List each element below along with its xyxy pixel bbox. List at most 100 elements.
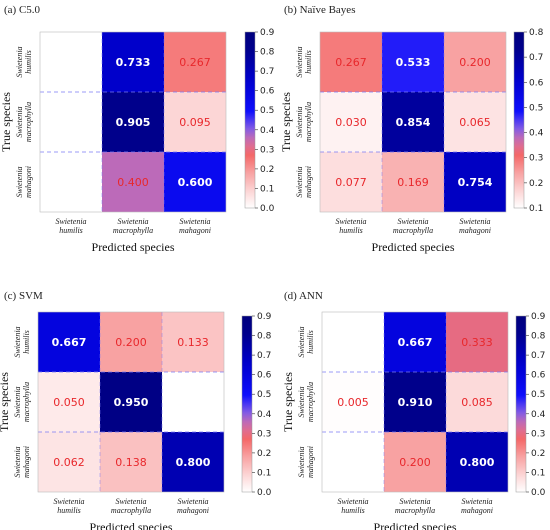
- heatmap-cell: [384, 432, 446, 492]
- colorbar-tick-label: 0.1: [531, 468, 545, 478]
- cell-value-label: 0.800: [176, 456, 211, 469]
- heatmap-cell: [102, 152, 164, 212]
- x-tick-label: Swietenia macrophylla: [111, 497, 151, 515]
- x-axis-label: Predicted species: [372, 240, 455, 254]
- heatmap-cell: [444, 92, 506, 152]
- cell-value-label: 0.667: [398, 336, 433, 349]
- y-tick-label: Swieteniamahagoni: [297, 446, 315, 478]
- heatmap-cell: [382, 152, 444, 212]
- colorbar-tick-label: 0.6: [531, 371, 546, 381]
- heatmap-cell: [382, 32, 444, 92]
- cell-value-label: 0.733: [116, 56, 151, 69]
- y-tick-label: Swieteniamahagoni: [13, 446, 31, 478]
- heatmap-cell: [100, 312, 162, 372]
- colorbar-tick-label: 0.0: [531, 488, 546, 498]
- cell-value-label: 0.050: [53, 396, 85, 409]
- cell-value-label: 0.533: [396, 56, 431, 69]
- colorbar-tick-label: 0.7: [529, 53, 543, 63]
- heatmap-cell: [38, 372, 100, 432]
- y-tick-label: Swieteniahumilis: [13, 326, 31, 357]
- y-axis-label: True species: [0, 372, 11, 432]
- colorbar-tick-label: 0.2: [529, 179, 543, 189]
- colorbar-tick-label: 0.3: [529, 154, 543, 164]
- x-tick-label: Swietenia macrophylla: [393, 217, 433, 235]
- y-tick-label: Swieteniamahagoni: [15, 166, 33, 198]
- colorbar: [241, 315, 253, 493]
- colorbar-tick-label: 0.8: [529, 28, 544, 38]
- y-tick-label: Swieteniamahagoni: [295, 166, 313, 198]
- heatmap-cell: [444, 32, 506, 92]
- colorbar-tick-label: 0.4: [257, 410, 272, 420]
- heatmap-cell: [446, 432, 508, 492]
- colorbar-tick-label: 0.5: [260, 106, 274, 116]
- colorbar-tick-label: 0.5: [529, 103, 543, 113]
- heatmap-cell: [164, 152, 226, 212]
- colorbar-tick-label: 0.3: [531, 429, 545, 439]
- x-axis-label: Predicted species: [374, 520, 457, 530]
- colorbar-tick-label: 0.9: [257, 312, 272, 322]
- cell-value-label: 0.030: [335, 116, 367, 129]
- cell-value-label: 0.910: [398, 396, 433, 409]
- x-tick-label: Swietenia mahagoni: [177, 497, 209, 515]
- colorbar-tick-label: 0.8: [257, 332, 272, 342]
- colorbar-tick-label: 0.9: [531, 312, 546, 322]
- heatmap-cell: [162, 312, 224, 372]
- y-tick-label: Swieteniahumilis: [295, 46, 313, 77]
- heatmap-cell: [40, 152, 102, 212]
- cell-value-label: 0.138: [115, 456, 147, 469]
- cell-value-label: 0.754: [458, 176, 493, 189]
- heatmap-cell: [320, 92, 382, 152]
- heatmap-cell: [102, 32, 164, 92]
- colorbar-tick-label: 0.8: [531, 332, 546, 342]
- colorbar-tick-label: 0.5: [531, 390, 545, 400]
- heatmap-panel-1: (a) C5.0 0.733 0.267 0.905 0.095 0.400 0.600 Sw…: [0, 4, 275, 254]
- cell-value-label: 0.267: [179, 56, 211, 69]
- cell-value-label: 0.950: [114, 396, 149, 409]
- colorbar-tick-label: 0.6: [529, 78, 544, 88]
- matrix-frame: [321, 311, 509, 493]
- heatmap-cell: [382, 92, 444, 152]
- heatmap-cell: [38, 432, 100, 492]
- y-tick-label: Swieteniamacrophylla: [297, 382, 315, 422]
- matrix-frame: [39, 31, 227, 213]
- heatmap-cell: [444, 152, 506, 212]
- colorbar-tick-label: 0.1: [529, 204, 543, 214]
- colorbar: [515, 315, 527, 493]
- heatmap-cell: [322, 372, 384, 432]
- panel-title: (d) ANN: [284, 290, 323, 302]
- x-tick-label: Swietenia mahagoni: [461, 497, 493, 515]
- y-tick-label: Swieteniamacrophylla: [15, 102, 33, 142]
- x-tick-label: Swietenia humilis: [337, 497, 368, 515]
- colorbar: [513, 31, 525, 209]
- colorbar-tick-label: 0.4: [529, 129, 544, 139]
- heatmap-cell: [162, 372, 224, 432]
- colorbar-tick-label: 0.3: [260, 145, 274, 155]
- x-axis-label: Predicted species: [90, 520, 173, 530]
- heatmap-cell: [100, 432, 162, 492]
- colorbar-tick-label: 0.6: [260, 87, 275, 97]
- heatmap-panel-2: (b) Naïve Bayes 0.267 0.533 0.200 0.030 0.854…: [279, 4, 544, 254]
- cell-value-label: 0.169: [397, 176, 429, 189]
- cell-value-label: 0.400: [117, 176, 149, 189]
- heatmap-cell: [40, 32, 102, 92]
- colorbar-tick-label: 0.0: [257, 488, 272, 498]
- colorbar-tick-label: 0.2: [531, 449, 545, 459]
- colorbar-tick-label: 0.2: [257, 449, 271, 459]
- cell-value-label: 0.267: [335, 56, 367, 69]
- heatmap-cell: [40, 92, 102, 152]
- cell-value-label: 0.905: [116, 116, 151, 129]
- heatmap-cell: [384, 312, 446, 372]
- cell-value-label: 0.065: [459, 116, 491, 129]
- colorbar-tick-label: 0.7: [257, 351, 271, 361]
- colorbar-tick-label: 0.9: [260, 28, 275, 38]
- colorbar-tick-label: 0.7: [531, 351, 545, 361]
- heatmap-cell: [322, 432, 384, 492]
- cell-value-label: 0.333: [461, 336, 493, 349]
- colorbar-tick-label: 0.4: [531, 410, 546, 420]
- heatmap-panel-4: (d) ANN 0.667 0.333 0.005 0.910 0.085 0.200 0.8…: [281, 290, 546, 530]
- x-tick-label: Swietenia mahagoni: [179, 217, 211, 235]
- heatmap-cell: [102, 92, 164, 152]
- panel-title: (b) Naïve Bayes: [284, 4, 355, 16]
- colorbar-tick-label: 0.2: [260, 165, 274, 175]
- cell-value-label: 0.077: [335, 176, 367, 189]
